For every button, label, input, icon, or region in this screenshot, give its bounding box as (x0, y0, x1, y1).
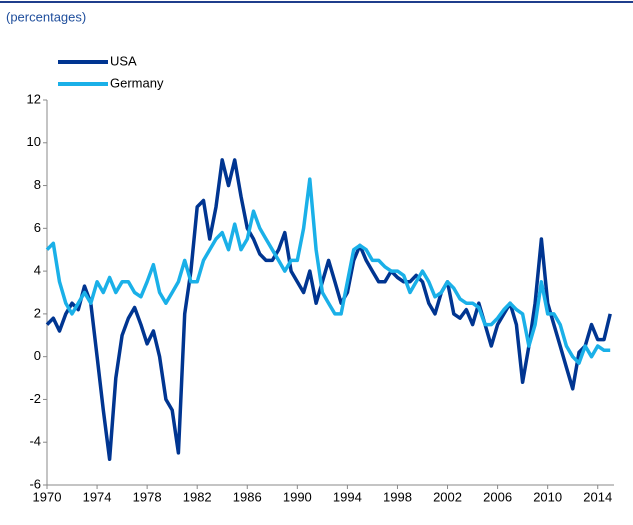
y-tick-label: 4 (34, 263, 41, 278)
series-line (45, 177, 611, 365)
y-tick-label: 2 (34, 305, 41, 320)
y-tick-label: 6 (34, 220, 41, 235)
x-tick-label: 1982 (183, 489, 212, 504)
x-tick-label: 2010 (533, 489, 562, 504)
x-tick-label: 1974 (83, 489, 112, 504)
y-tick-label: 8 (34, 177, 41, 192)
x-tick-label: 1978 (133, 489, 162, 504)
x-tick-label: 2006 (483, 489, 512, 504)
y-tick-label: 10 (27, 134, 41, 149)
x-tick-label: 2014 (583, 489, 612, 504)
y-tick-label: 12 (27, 91, 41, 106)
series-line (45, 158, 612, 462)
x-tick-label: 1994 (333, 489, 362, 504)
y-tick-label: 0 (34, 348, 41, 363)
x-tick-label: 1990 (283, 489, 312, 504)
legend-label: Germany (110, 75, 164, 90)
subtitle: (percentages) (6, 9, 86, 24)
y-tick-label: -6 (29, 476, 41, 491)
x-tick-label: 1986 (233, 489, 262, 504)
x-tick-label: 1998 (383, 489, 412, 504)
legend-label: USA (110, 53, 137, 68)
y-tick-label: -2 (29, 391, 41, 406)
x-tick-label: 2002 (433, 489, 462, 504)
x-tick-label: 1970 (33, 489, 62, 504)
y-tick-label: -4 (29, 434, 41, 449)
